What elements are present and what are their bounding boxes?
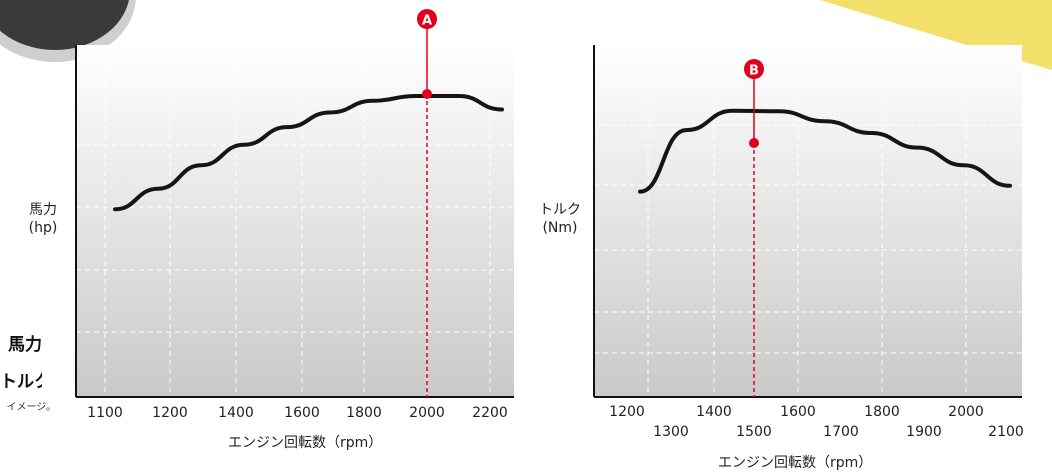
chart2-ylabel: トルク (Nm) <box>530 201 590 237</box>
left-image-note: イメージ。 <box>6 402 57 413</box>
chart2-ylabel-line1: トルク <box>539 202 581 218</box>
chart1-x-tick-label: 2200 <box>472 405 508 421</box>
chart2-series-line <box>638 108 1012 194</box>
chart2-marker-badge <box>744 59 764 79</box>
chart1-x-tick-label: 1600 <box>284 405 320 421</box>
chart1-plot-background <box>76 45 514 397</box>
chart2-x-tick-label: 2000 <box>948 404 984 420</box>
left-title-torque: トルク <box>0 372 42 392</box>
left-title-horsepower: 馬力 <box>8 335 42 355</box>
chart2-x-tick-label: 1700 <box>823 424 859 440</box>
chart2-x-tick-label: 1600 <box>780 404 816 420</box>
chart2-ylabel-line2: (Nm) <box>542 220 578 236</box>
chart1-marker-badge <box>417 9 437 29</box>
chart1-ylabel-line2: (hp) <box>28 220 58 236</box>
chart1-series-line <box>113 94 504 212</box>
chart2-marker-label: B <box>749 64 759 79</box>
chart1-ylabel-line1: 馬力 <box>29 202 57 218</box>
horsepower-chart: A 1100 1200 1400 1600 1800 2000 2200 <box>75 9 514 421</box>
chart1-x-tick-label: 1400 <box>218 405 254 421</box>
chart2-plot-background <box>594 45 1022 397</box>
chart1-x-ticks: 1100 1200 1400 1600 1800 2000 2200 <box>87 405 508 421</box>
chart2-x-tick-label: 1400 <box>696 404 732 420</box>
chart2-xlabel: エンジン回転数（rpm） <box>718 455 873 471</box>
chart1-x-tick-label: 1800 <box>346 405 382 421</box>
chart2-x-tick-label: 1200 <box>609 404 645 420</box>
chart2-x-tick-label: 1500 <box>736 424 772 440</box>
chart1-x-tick-label: 1200 <box>152 405 188 421</box>
chart1-x-tick-label: 1100 <box>87 405 123 421</box>
chart2-x-tick-label: 1800 <box>864 404 900 420</box>
chart1-marker-label: A <box>422 14 432 29</box>
chart2-x-tick-label: 2100 <box>988 424 1024 440</box>
chart1-marker-point <box>422 89 432 99</box>
chart1-xlabel: エンジン回転数（rpm） <box>228 435 383 451</box>
chart2-marker-point <box>749 138 759 148</box>
chart2-x-tick-label: 1300 <box>653 424 689 440</box>
chart1-ylabel: 馬力 (hp) <box>18 201 68 237</box>
chart2-grid <box>594 45 1022 397</box>
chart1-x-tick-label: 2000 <box>409 405 445 421</box>
chart2-x-tick-label: 1900 <box>906 424 942 440</box>
